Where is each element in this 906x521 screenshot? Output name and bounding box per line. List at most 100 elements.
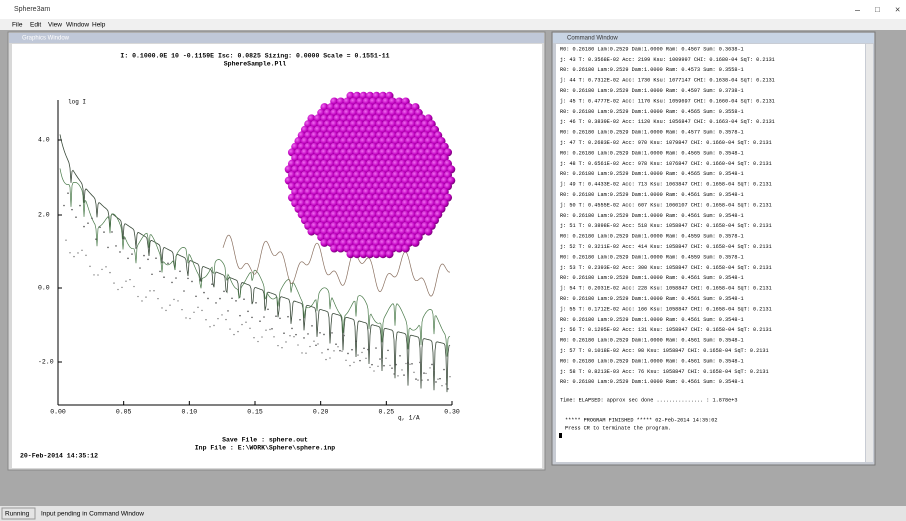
data-point	[75, 216, 77, 218]
data-point	[291, 328, 293, 330]
data-point	[67, 192, 69, 194]
data-point	[377, 366, 378, 367]
data-point	[419, 362, 421, 364]
finished-line: ***** PROGRAM FINISHED ***** 02-Feb-2014…	[565, 417, 718, 423]
data-point	[269, 329, 270, 330]
data-point	[69, 252, 70, 253]
data-point	[373, 370, 374, 371]
timestamp: 20-Feb-2014 14:35:12	[20, 453, 98, 460]
menu-item[interactable]: Help	[92, 22, 106, 29]
command-line: j: 49 T: 0.4433E-02 Acc: 713 Ksu: 106384…	[560, 182, 772, 188]
menu-item[interactable]: Edit	[30, 22, 41, 29]
command-line: R0: 0.26180 Lam:0.2529 Dam:1.0000 Ram: 0…	[560, 317, 744, 323]
data-point	[309, 346, 310, 347]
data-point	[209, 326, 210, 327]
data-point	[175, 277, 177, 279]
maximize[interactable]: □	[875, 5, 880, 14]
y-tick-label: 2.0	[38, 212, 50, 219]
data-point	[341, 350, 342, 351]
command-line: j: 52 T: 0.3211E-02 Acc: 414 Ksu: 105884…	[560, 244, 772, 250]
data-point	[165, 310, 166, 311]
atom	[402, 244, 410, 252]
data-point	[135, 247, 137, 249]
data-point	[125, 280, 126, 281]
sphere-model	[285, 92, 456, 258]
command-line: R0: 0.26180 Lam:0.2529 Dam:1.0000 Ram: 0…	[560, 88, 744, 94]
data-point	[383, 365, 385, 367]
command-line: j: 47 T: 0.2683E-02 Acc: 970 Ksu: 107984…	[560, 140, 772, 146]
data-point	[355, 340, 357, 342]
data-point	[107, 247, 109, 249]
data-point	[133, 286, 134, 287]
data-point	[271, 328, 273, 330]
data-point	[345, 360, 346, 361]
data-point	[303, 337, 305, 339]
data-point	[407, 362, 409, 364]
menu-item[interactable]: File	[12, 22, 23, 29]
data-point	[241, 324, 242, 325]
data-point	[265, 330, 266, 331]
data-point	[139, 267, 141, 269]
close[interactable]: ×	[895, 4, 900, 14]
scrollbar[interactable]	[866, 44, 873, 462]
command-line: R0: 0.26180 Lam:0.2529 Dam:1.0000 Ram: 0…	[560, 358, 744, 364]
data-point	[167, 263, 169, 265]
atom	[411, 239, 419, 247]
data-point	[431, 364, 433, 366]
data-point	[381, 359, 382, 360]
data-point	[293, 336, 294, 337]
data-point	[413, 372, 414, 373]
data-point	[143, 255, 145, 257]
command-line: R0: 0.26180 Lam:0.2529 Dam:1.0000 Ram: 0…	[560, 67, 744, 73]
y-tick-label: 0.0	[38, 285, 50, 292]
data-point	[257, 341, 258, 342]
command-line: j: 45 T: 0.4777E-02 Acc: 1170 Ksu: 10596…	[560, 98, 775, 104]
data-point	[311, 325, 313, 327]
data-point	[315, 344, 317, 346]
page: Sphere3am – □ × FileEditViewWindowHelp G…	[0, 0, 906, 521]
command-line: R0: 0.26180 Lam:0.2529 Dam:1.0000 Ram: 0…	[560, 150, 744, 156]
command-line: R0: 0.26180 Lam:0.2529 Dam:1.0000 Ram: 0…	[560, 46, 744, 52]
menu-item[interactable]: View	[48, 22, 62, 29]
data-point	[201, 310, 202, 311]
plot-header: SphereSample.Pll	[224, 61, 287, 68]
command-line: j: 46 T: 0.3839E-02 Acc: 1120 Ksu: 10568…	[560, 119, 775, 125]
data-point	[131, 253, 133, 255]
data-point	[149, 290, 150, 291]
x-tick-label: 0.20	[313, 409, 329, 416]
data-point	[347, 353, 349, 355]
data-point	[161, 307, 162, 308]
save-file: Save File : sphere.out	[222, 437, 308, 444]
data-point	[255, 302, 257, 304]
data-point	[397, 375, 398, 376]
data-point	[425, 373, 426, 374]
data-point	[389, 365, 390, 366]
data-point	[439, 378, 441, 380]
data-point	[399, 355, 401, 357]
data-point	[395, 364, 397, 366]
data-point	[393, 373, 394, 374]
data-point	[189, 318, 190, 319]
data-point	[343, 335, 345, 337]
data-point	[273, 336, 274, 337]
data-point	[77, 252, 78, 253]
menu-item[interactable]: Window	[66, 22, 89, 29]
data-point	[121, 287, 122, 288]
data-point	[447, 388, 449, 390]
x-tick-label: 0.10	[182, 409, 198, 416]
data-point	[215, 302, 217, 304]
data-point	[123, 238, 125, 240]
data-point	[401, 369, 402, 370]
data-point	[379, 358, 381, 360]
data-point	[113, 282, 114, 283]
data-point	[283, 332, 285, 334]
data-point	[299, 319, 301, 321]
minimize[interactable]: –	[855, 4, 860, 14]
data-point	[181, 309, 182, 310]
data-point	[99, 226, 101, 228]
data-point	[277, 345, 278, 346]
data-point	[157, 298, 158, 299]
data-point	[429, 367, 430, 368]
data-point	[305, 352, 306, 353]
data-point	[81, 250, 82, 251]
